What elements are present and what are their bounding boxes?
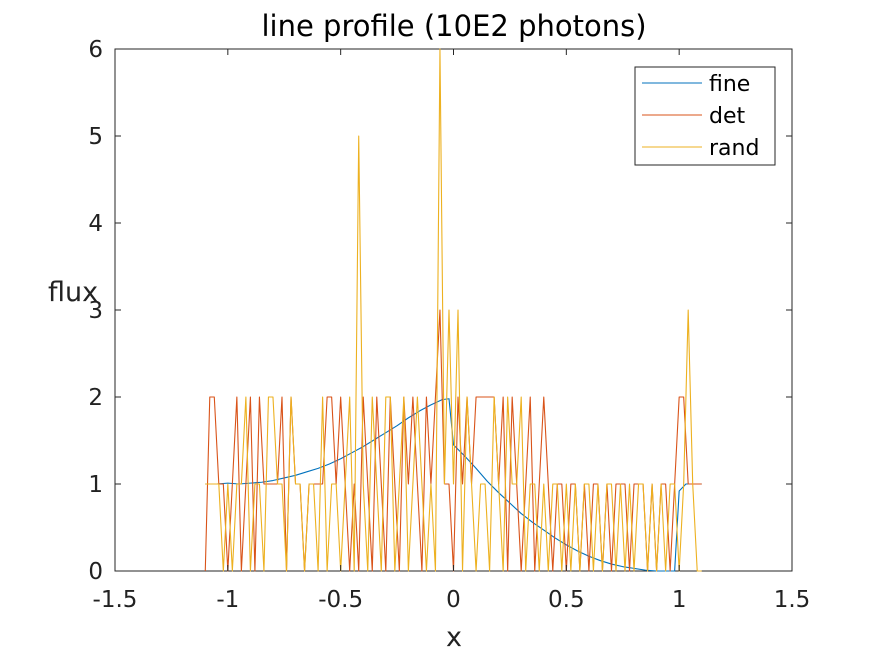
legend-label-det: det bbox=[709, 104, 746, 129]
x-tick-label: -0.5 bbox=[318, 587, 363, 613]
x-tick-label: -1 bbox=[216, 587, 239, 613]
y-tick-label: 1 bbox=[88, 472, 103, 498]
series-line-rand bbox=[205, 48, 702, 572]
y-tick-label: 3 bbox=[88, 298, 103, 324]
chart-title: line profile (10E2 photons) bbox=[261, 9, 646, 43]
y-tick-label: 4 bbox=[88, 211, 103, 237]
x-tick-label: 1.5 bbox=[774, 587, 811, 613]
y-tick-label: 6 bbox=[88, 37, 103, 63]
x-tick-label: 1 bbox=[672, 587, 687, 613]
legend-entries: fine det rand bbox=[642, 72, 759, 161]
y-tick-label: 2 bbox=[88, 385, 103, 411]
y-tick-label: 0 bbox=[88, 559, 103, 585]
series-line-fine bbox=[205, 398, 702, 572]
x-tick-label: 0 bbox=[446, 587, 461, 613]
y-tick-label: 5 bbox=[88, 124, 103, 150]
y-axis-label: flux bbox=[48, 277, 98, 308]
legend-label-rand: rand bbox=[709, 136, 759, 161]
x-tick-label: -1.5 bbox=[93, 587, 138, 613]
x-axis: -1.5 -1 -0.5 0 0.5 1 1.5 bbox=[93, 49, 811, 613]
legend-label-fine: fine bbox=[709, 72, 750, 97]
x-tick-label: 0.5 bbox=[548, 587, 585, 613]
legend: fine det rand bbox=[634, 66, 776, 166]
y-axis: 0 1 2 3 4 5 6 bbox=[88, 37, 792, 585]
x-axis-label: x bbox=[446, 622, 462, 653]
